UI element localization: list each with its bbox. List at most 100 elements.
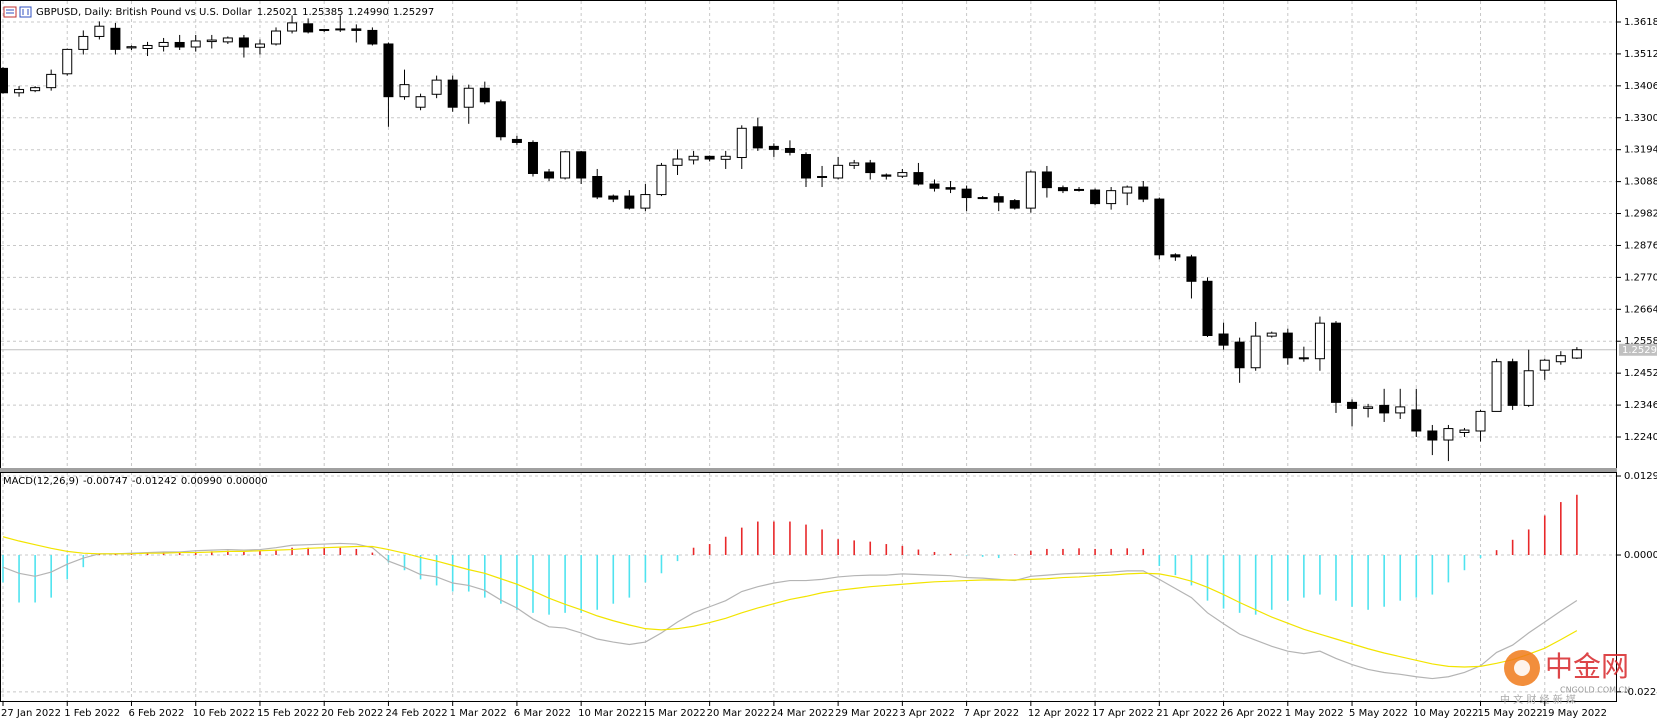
candle-body: [206, 39, 217, 43]
watermark-site: CNGOLD.COM.CN: [1560, 686, 1630, 695]
candle-body: [1074, 188, 1085, 191]
candle-body: [897, 172, 908, 177]
candle-body: [881, 174, 892, 177]
y-tick-label: 1.30880: [1624, 177, 1657, 188]
candle-body: [0, 67, 8, 94]
candle-body: [1330, 322, 1341, 403]
candle-body: [479, 87, 490, 103]
candle-body: [1395, 406, 1406, 414]
candle-body: [1282, 332, 1293, 359]
header-value: 0.00990: [181, 476, 222, 487]
header-value: 1.25021: [257, 7, 298, 18]
x-tick-label: 3 Apr 2022: [899, 708, 954, 719]
candle-body: [158, 41, 169, 47]
candle-body: [126, 46, 137, 49]
y-tick-label: 1.25580: [1624, 336, 1657, 347]
y-tick-label: 1.31940: [1624, 145, 1657, 156]
x-tick-label: 6 Mar 2022: [514, 708, 571, 719]
candle-body: [768, 145, 779, 150]
candle-body: [736, 127, 747, 159]
candle-body: [335, 28, 346, 31]
x-tick-label: 10 Feb 2022: [193, 708, 255, 719]
y-tick-label: 1.26640: [1624, 304, 1657, 315]
candle-body: [752, 126, 763, 149]
candle-body: [1298, 357, 1309, 360]
indicator-line: [2, 542, 1578, 680]
candle-body: [254, 43, 265, 48]
x-tick-label: 21 Apr 2022: [1156, 708, 1218, 719]
x-tick-label: 12 Apr 2022: [1028, 708, 1090, 719]
candle-body: [608, 195, 619, 200]
candle-body: [977, 197, 988, 200]
candle-body: [656, 164, 667, 196]
candle-body: [1202, 280, 1213, 337]
candle-body: [367, 29, 378, 45]
watermark-logo-inner: [1514, 660, 1530, 676]
x-tick-label: 24 Mar 2022: [771, 708, 834, 719]
x-tick-label: 15 Mar 2022: [642, 708, 705, 719]
candle-body: [1379, 404, 1390, 414]
candle-body: [1427, 430, 1438, 441]
candle-body: [1025, 171, 1036, 209]
x-tick-label: 5 May 2022: [1349, 708, 1408, 719]
candle-body: [415, 96, 426, 108]
watermark-tagline: 中 文 财 经 新 媒: [1500, 693, 1576, 706]
candle-body: [945, 187, 956, 190]
candle-body: [817, 175, 828, 178]
candle-body: [913, 172, 924, 185]
candle-body: [351, 28, 362, 31]
candle-body: [271, 30, 282, 45]
candle-body: [142, 44, 153, 49]
candle-body: [495, 101, 506, 138]
candle-body: [1571, 349, 1582, 359]
candle-body: [865, 162, 876, 174]
x-tick-label: 27 Jan 2022: [1, 708, 61, 719]
candle-body: [1363, 406, 1374, 409]
x-tick-label: 1 May 2022: [1285, 708, 1344, 719]
indicator-title: MACD(12,26,9): [3, 476, 79, 487]
header-value: 1.24990: [348, 7, 389, 18]
candle-body: [62, 48, 73, 75]
icon: [3, 6, 17, 18]
candle-body: [1491, 361, 1502, 412]
candle-body: [1555, 355, 1566, 363]
candle-body: [576, 151, 587, 179]
candle-body: [560, 151, 571, 179]
indicator-line: [2, 536, 1578, 668]
candle-body: [993, 196, 1004, 203]
header-value: 0.00000: [226, 476, 267, 487]
candle-body: [1218, 333, 1229, 346]
candle-body: [447, 79, 458, 108]
x-tick-label: 20 Feb 2022: [321, 708, 383, 719]
x-tick-label: 6 Feb 2022: [128, 708, 184, 719]
candle-body: [238, 37, 249, 48]
candle-body: [1459, 429, 1470, 433]
macd-header: MACD(12,26,9) -0.00747 -0.01242 0.00990 0.00…: [3, 476, 268, 487]
candle-body: [1009, 200, 1020, 209]
candle-body: [961, 188, 972, 199]
y-tick-label: 1.28760: [1624, 240, 1657, 251]
candle-body: [14, 88, 25, 94]
y-tick-label: 1.36180: [1624, 17, 1657, 28]
candle-body: [1138, 186, 1149, 200]
candle-body: [1411, 409, 1422, 432]
candle-body: [1347, 401, 1358, 409]
candle-body: [383, 43, 394, 98]
x-tick-label: 19 May 2022: [1542, 708, 1607, 719]
candle-body: [929, 183, 940, 189]
candle-body: [174, 41, 185, 48]
candle-body: [624, 195, 635, 209]
candle-body: [399, 84, 410, 98]
candle-body: [849, 162, 860, 166]
x-tick-label: 1 Feb 2022: [64, 708, 120, 719]
x-tick-label: 15 Feb 2022: [257, 708, 319, 719]
candle-body: [431, 79, 442, 95]
watermark: 中金网 CNGOLD.COM.CN 中 文 财 经 新 媒: [1500, 650, 1630, 706]
candle-body: [511, 138, 522, 143]
candle-body: [303, 23, 314, 33]
candle-body: [94, 25, 105, 37]
candle-body: [1106, 190, 1117, 205]
macd-pane-frame: [0, 472, 1617, 702]
